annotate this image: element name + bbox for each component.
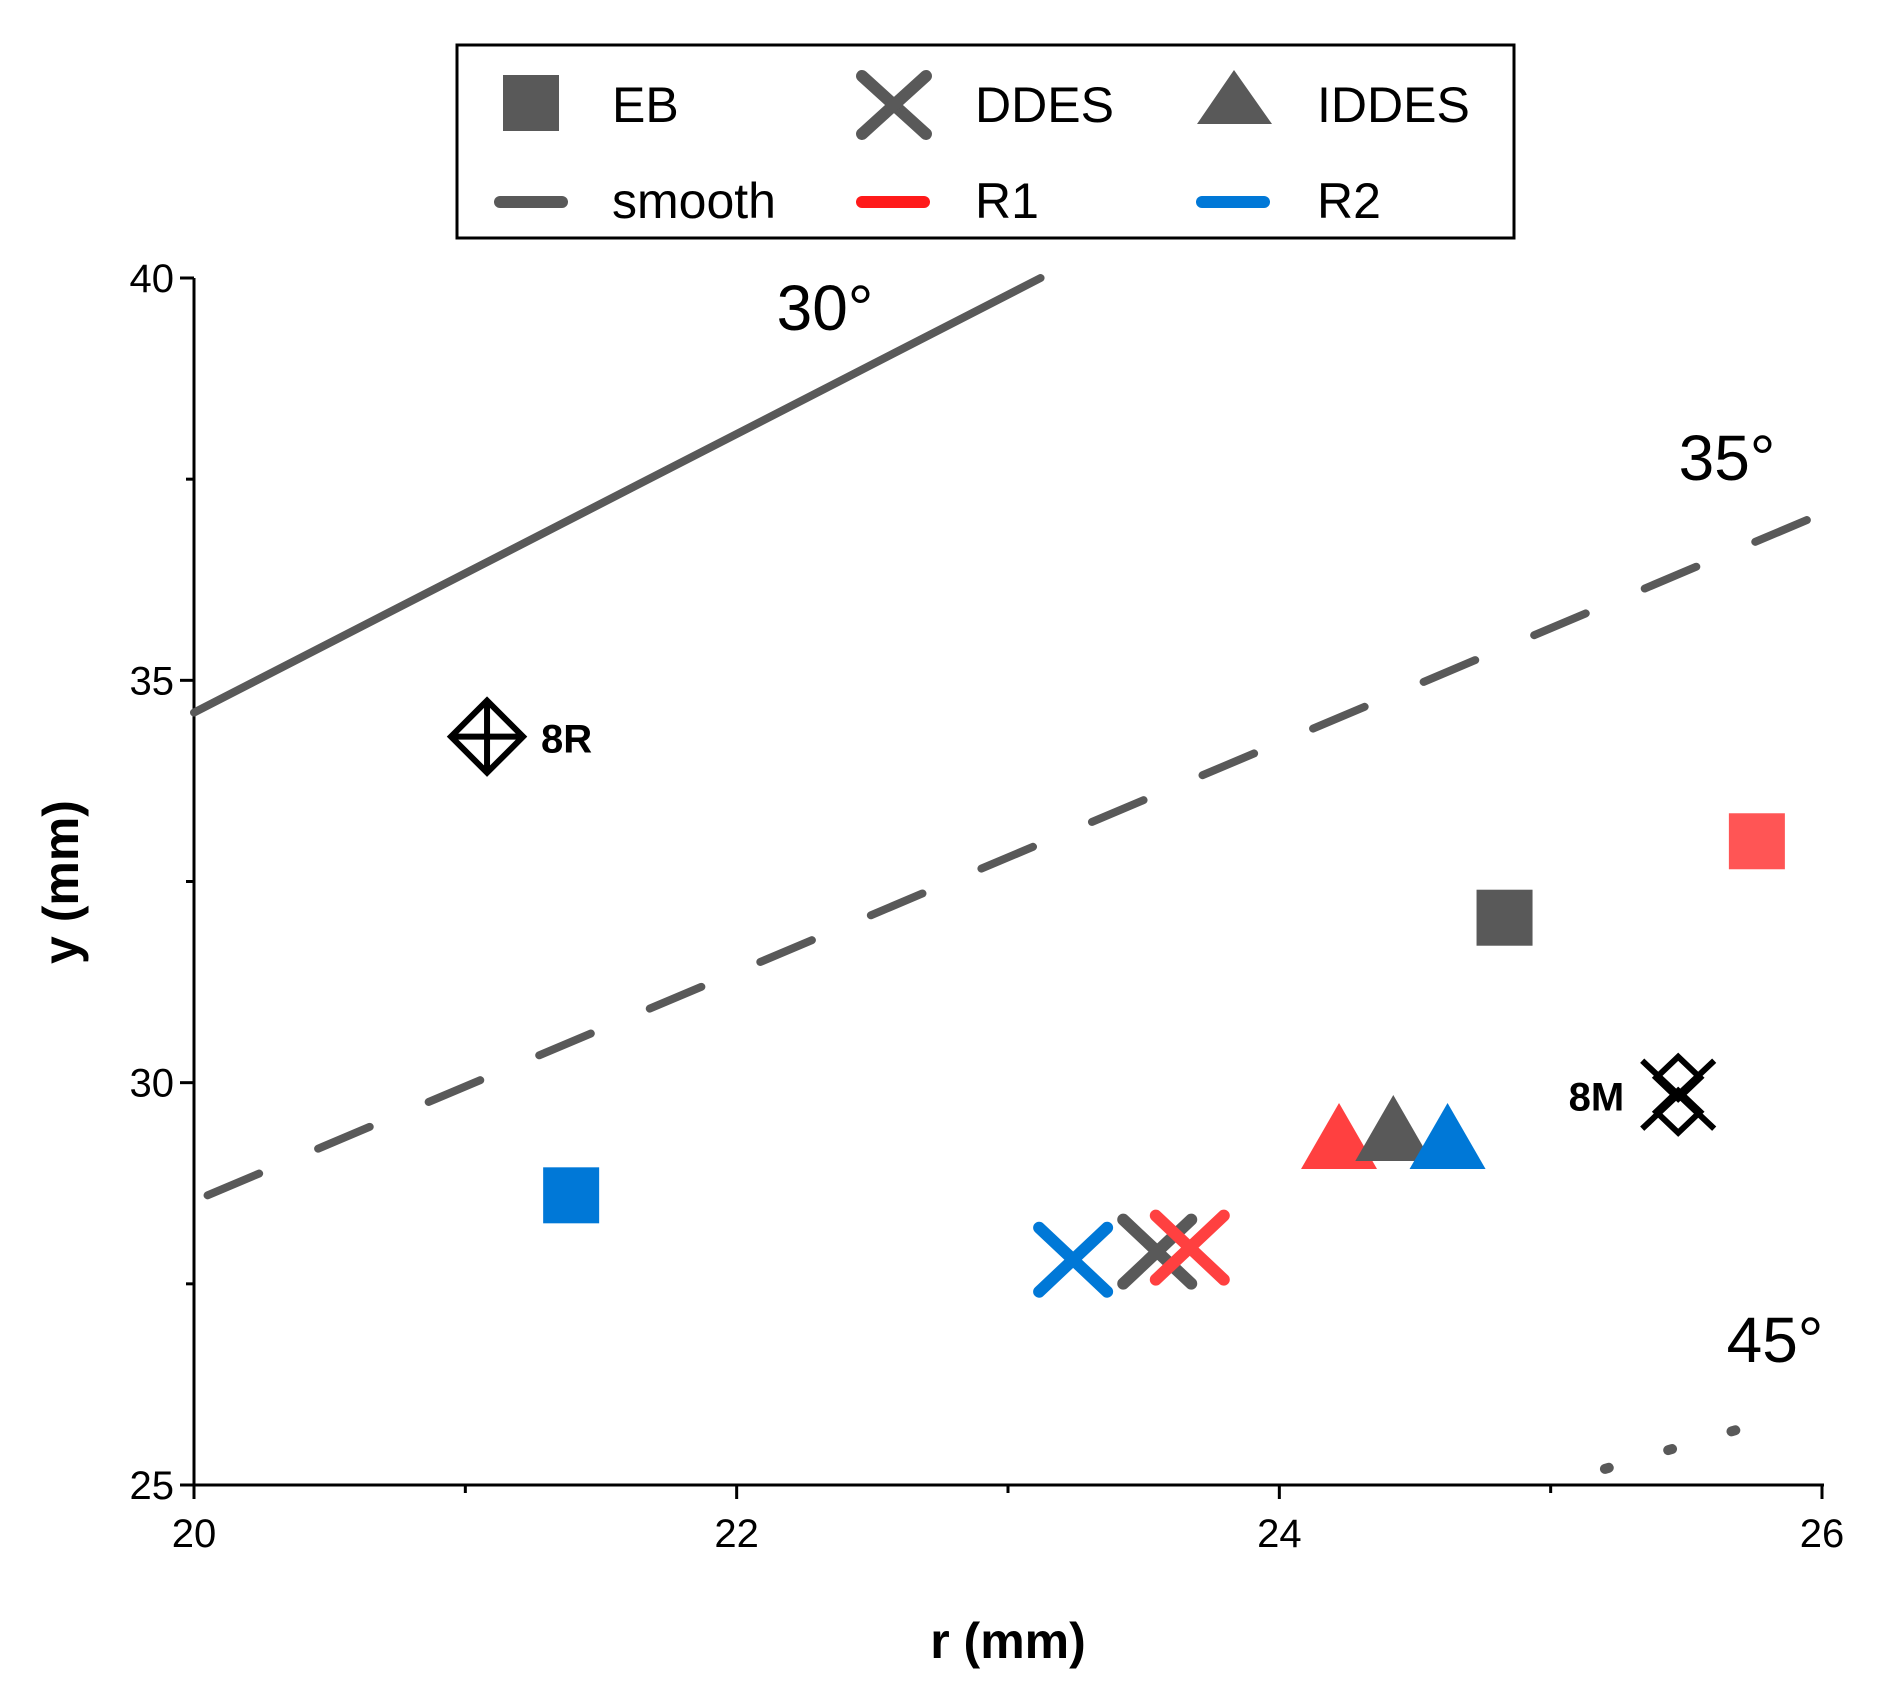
y-tick-label: 25	[130, 1464, 175, 1508]
ddes-r1-point	[1149, 1209, 1230, 1286]
legend-eb-label: EB	[612, 77, 679, 133]
y-tick-label: 30	[130, 1062, 175, 1106]
angle-label: 45°	[1727, 1304, 1824, 1376]
angle-label: 30°	[777, 272, 874, 344]
x-axis-label: r (mm)	[930, 1613, 1086, 1669]
legend-ddes-marker	[856, 70, 932, 140]
iddes-r1-point	[1301, 1102, 1378, 1169]
ddes-r2-point	[1033, 1221, 1114, 1298]
legend-box	[455, 43, 1516, 240]
eb-r2-point	[543, 1167, 600, 1224]
axes: 20 22 24 26 25 30 35 40	[130, 257, 1845, 1556]
data-points: 8R 8M	[446, 696, 1785, 1298]
y-axis-label: y (mm)	[33, 800, 89, 964]
x-tick-label: 22	[714, 1512, 759, 1556]
legend-eb-marker	[503, 75, 559, 131]
legend-iddes-marker	[1197, 70, 1272, 124]
y-tick-label: 35	[130, 659, 175, 703]
angle-label: 35°	[1679, 422, 1776, 494]
reference-lines: 30° 35° 45°	[190, 272, 1824, 1474]
annotation-label: 8R	[541, 718, 592, 762]
legend: EB DDES IDDES smooth R1 R2	[455, 43, 1516, 240]
reference-line-dotted	[1599, 1415, 1773, 1474]
iddes-r2-point	[1409, 1102, 1486, 1169]
legend-iddes-label: IDDES	[1317, 77, 1470, 133]
double-diamond-x-icon	[1640, 1052, 1717, 1137]
iddes-smooth-point	[1355, 1094, 1432, 1161]
legend-ddes-label: DDES	[975, 77, 1114, 133]
x-tick-label: 24	[1257, 1512, 1302, 1556]
annotation-marker-8m	[1640, 1052, 1717, 1137]
eb-r1-point	[1728, 813, 1785, 870]
annotation-marker-8r	[446, 696, 528, 777]
eb-smooth-point	[1476, 889, 1533, 946]
legend-smooth-label: smooth	[612, 173, 776, 229]
annotation-label: 8M	[1569, 1076, 1625, 1120]
legend-r1-label: R1	[975, 173, 1039, 229]
x-tick-label: 20	[172, 1512, 217, 1556]
reference-line-dashed	[203, 515, 1813, 1200]
reference-line-solid	[190, 274, 1045, 717]
y-tick-label: 40	[130, 257, 175, 301]
diamond-plus-icon	[446, 696, 528, 777]
x-tick-label: 26	[1800, 1512, 1845, 1556]
legend-r2-label: R2	[1317, 173, 1381, 229]
